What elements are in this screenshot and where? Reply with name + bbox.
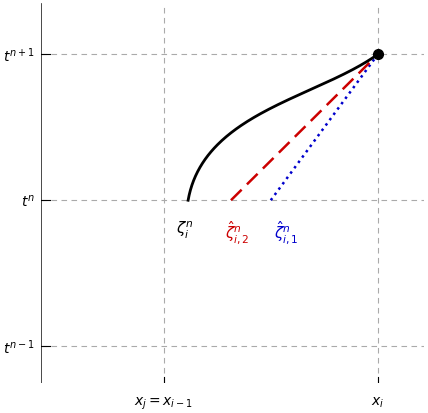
Text: $t^{n+1}$: $t^{n+1}$ (3, 46, 35, 64)
Text: $t^{n-1}$: $t^{n-1}$ (3, 337, 35, 356)
Text: $x_j = x_{i-1}$: $x_j = x_{i-1}$ (134, 394, 193, 411)
Text: $\zeta_i^n$: $\zeta_i^n$ (176, 220, 194, 241)
Text: $\hat{\zeta}_{i,1}^n$: $\hat{\zeta}_{i,1}^n$ (274, 220, 298, 247)
Text: $x_i$: $x_i$ (372, 394, 384, 409)
Text: $\hat{\zeta}_{i,2}^n$: $\hat{\zeta}_{i,2}^n$ (225, 220, 250, 247)
Text: $t^{n}$: $t^{n}$ (21, 193, 35, 209)
